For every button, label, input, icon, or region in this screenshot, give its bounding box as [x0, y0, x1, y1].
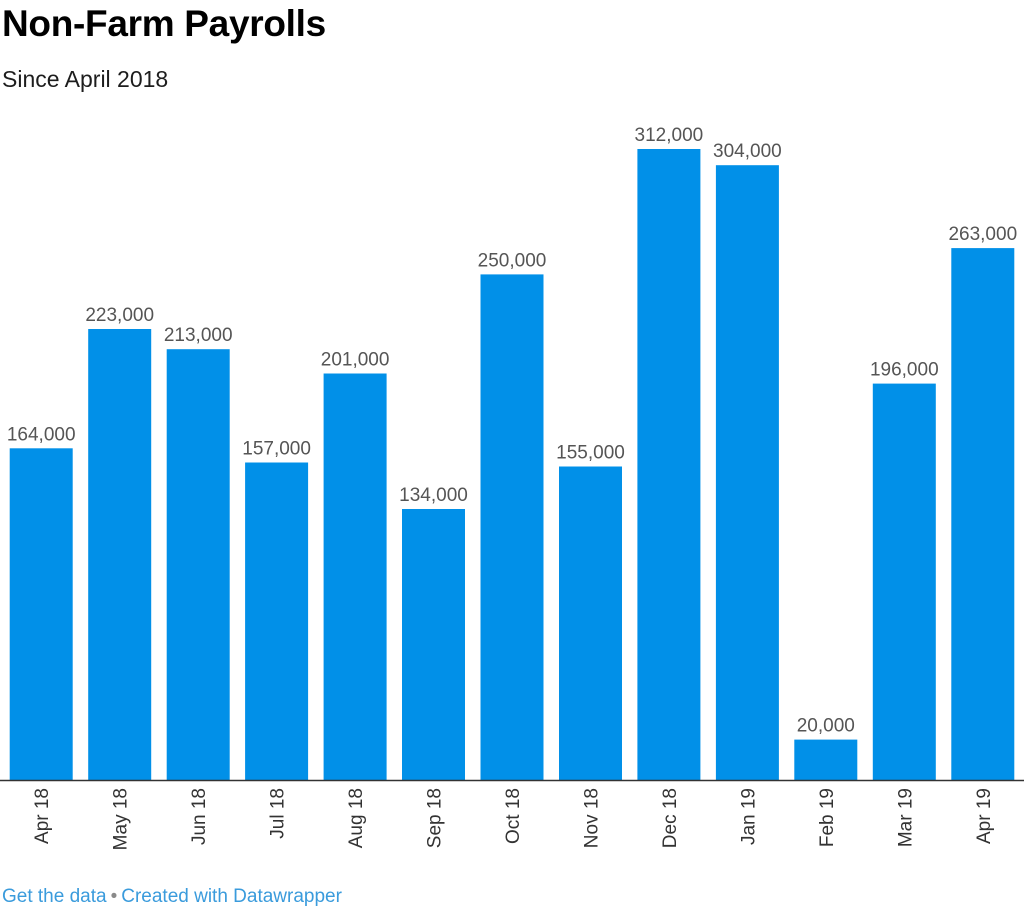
value-label-nov-18: 155,000 [556, 443, 625, 464]
footer-separator: • [110, 886, 118, 907]
bar-sep-18 [402, 509, 465, 780]
bar-jul-18 [245, 462, 309, 780]
created-with-datawrapper-link[interactable]: Created with Datawrapper [121, 886, 342, 907]
value-label-apr-19: 263,000 [948, 224, 1017, 245]
x-tick-label-jan-19: Jan 19 [738, 788, 759, 845]
x-tick-label-mar-19: Mar 19 [895, 788, 916, 847]
x-tick-label-dec-18: Dec 18 [660, 788, 681, 848]
value-label-mar-19: 196,000 [870, 360, 939, 381]
bar-may-18 [88, 329, 152, 780]
value-label-sep-18: 134,000 [399, 485, 468, 506]
x-tick-label-jun-18: Jun 18 [189, 788, 210, 845]
value-label-may-18: 223,000 [85, 305, 154, 326]
value-label-aug-18: 201,000 [321, 350, 390, 371]
chart-subtitle: Since April 2018 [2, 66, 169, 92]
bars-group [9, 149, 1015, 781]
bar-apr-19 [951, 248, 1015, 781]
x-tick-label-feb-19: Feb 19 [817, 788, 838, 847]
bar-jan-19 [715, 165, 779, 780]
bar-jun-18 [166, 349, 230, 780]
value-label-jan-19: 304,000 [713, 141, 782, 162]
bar-mar-19 [872, 383, 936, 780]
bar-oct-18 [480, 274, 544, 780]
bar-nov-18 [559, 466, 622, 780]
x-tick-label-jul-18: Jul 18 [268, 788, 289, 839]
bar-feb-19 [794, 739, 858, 780]
chart-title: Non-Farm Payrolls [2, 3, 326, 44]
bar-dec-18 [637, 149, 701, 780]
value-label-oct-18: 250,000 [478, 250, 547, 271]
value-labels-group: 164,000 223,000 213,000 157,000 201,000 134,0… [7, 125, 1017, 737]
x-tick-label-oct-18: Oct 18 [503, 788, 524, 844]
value-label-dec-18: 312,000 [635, 125, 704, 146]
get-the-data-link[interactable]: Get the data [2, 886, 107, 907]
x-tick-label-nov-18: Nov 18 [582, 788, 603, 848]
value-label-jun-18: 213,000 [164, 325, 233, 346]
x-axis-tick-labels: Apr 18 May 18 Jun 18 Jul 18 Aug 18 Sep 18 Oct … [32, 788, 995, 850]
value-label-feb-19: 20,000 [797, 716, 855, 737]
x-tick-label-may-18: May 18 [111, 788, 132, 850]
x-tick-label-sep-18: Sep 18 [425, 788, 446, 848]
bar-aug-18 [323, 373, 387, 780]
x-tick-label-aug-18: Aug 18 [346, 788, 367, 848]
x-tick-label-apr-18: Apr 18 [32, 788, 53, 844]
chart-footer: Get the data • Created with Datawrapper [2, 884, 342, 910]
bar-apr-18 [9, 448, 73, 780]
value-label-jul-18: 157,000 [242, 439, 311, 460]
bar-chart: 164,000 223,000 213,000 157,000 201,000 134,0… [0, 125, 1024, 850]
value-label-apr-18: 164,000 [7, 424, 76, 445]
x-tick-label-apr-19: Apr 19 [974, 788, 995, 844]
